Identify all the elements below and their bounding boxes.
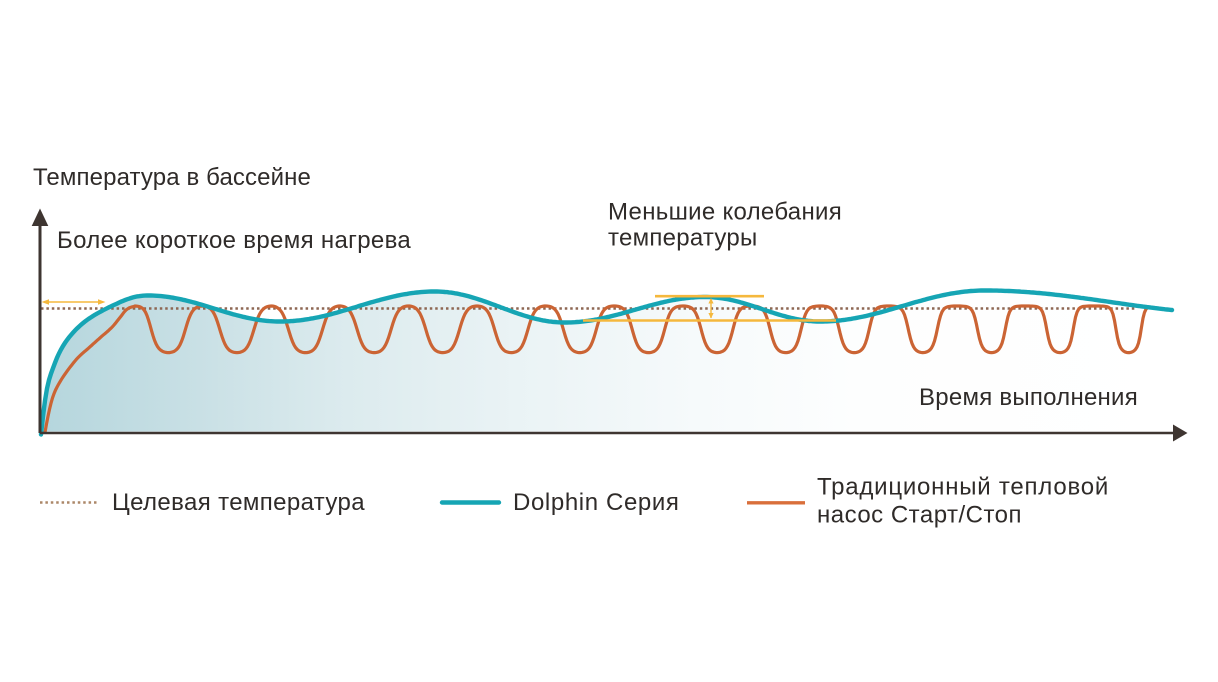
svg-text:Меньшие колебания: Меньшие колебания xyxy=(608,199,842,226)
svg-text:Время выполнения: Время выполнения xyxy=(919,384,1138,411)
svg-text:Более короткое время нагрева: Более короткое время нагрева xyxy=(57,227,411,254)
svg-text:Традиционный тепловой: Традиционный тепловой xyxy=(817,474,1109,501)
svg-text:насос Старт/Стоп: насос Старт/Стоп xyxy=(817,502,1022,529)
svg-text:температуры: температуры xyxy=(608,225,758,252)
svg-text:Dolphin Серия: Dolphin Серия xyxy=(513,489,680,516)
svg-text:Температура в бассейне: Температура в бассейне xyxy=(33,164,311,191)
svg-text:Целевая температура: Целевая температура xyxy=(112,489,365,516)
